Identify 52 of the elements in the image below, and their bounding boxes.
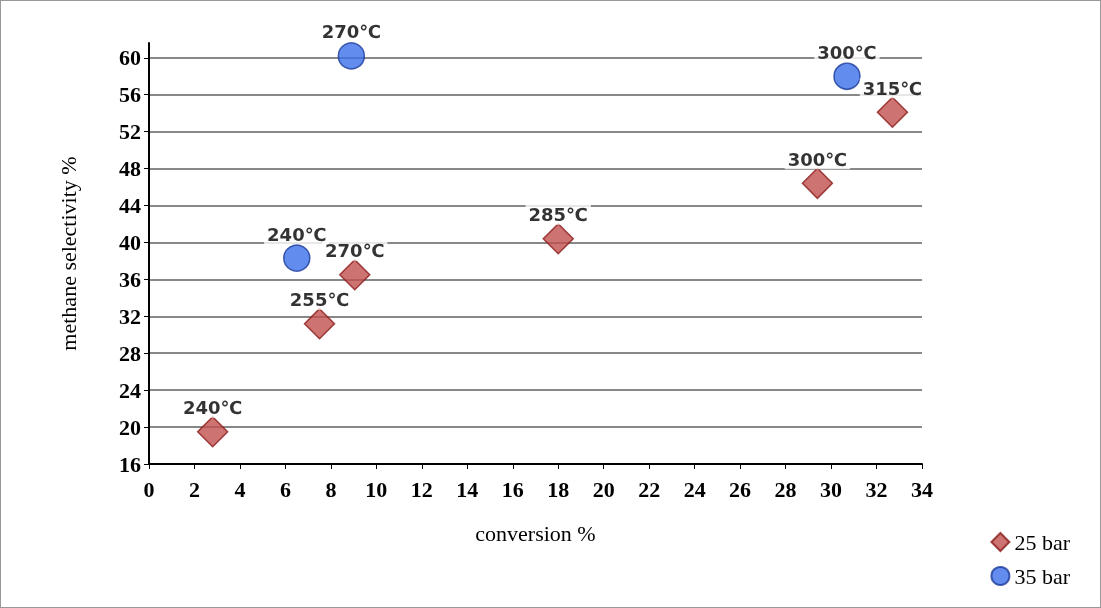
y-tick-label: 44	[119, 192, 141, 218]
y-tick-label: 36	[119, 266, 141, 292]
x-tick-label: 20	[592, 476, 615, 502]
x-tick-label: 34	[911, 476, 933, 502]
x-tick-label: 12	[410, 476, 433, 502]
y-tick-label: 16	[119, 451, 141, 477]
x-tick-label: 24	[683, 476, 706, 502]
y-tick-label: 20	[119, 414, 141, 440]
y-tick-label: 48	[119, 156, 141, 182]
y-tick-label: 56	[119, 82, 141, 108]
annotation: 240℃	[182, 397, 243, 419]
point	[196, 415, 229, 448]
point	[337, 42, 366, 70]
annotation: 240℃	[267, 223, 327, 245]
annotation: 300℃	[817, 41, 877, 63]
x-tick-label: 0	[143, 476, 155, 502]
x-tick-label: 16	[501, 476, 524, 502]
annotation: 270℃	[325, 240, 385, 262]
x-tick-label: 4	[234, 476, 246, 502]
x-tick-label: 26	[729, 476, 752, 502]
y-tick-label: 52	[119, 119, 141, 145]
annotation: 285℃	[528, 204, 588, 226]
y-tick-label: 40	[119, 229, 141, 255]
annotation: 315℃	[862, 77, 923, 99]
y-tick-label: 24	[119, 377, 141, 403]
point	[283, 244, 311, 272]
x-tick-label: 10	[365, 476, 388, 502]
x-tick-label: 6	[279, 476, 291, 502]
annotation: 270℃	[321, 21, 382, 43]
y-tick-label: 32	[119, 303, 141, 329]
y-axis-title: methane selectivity %	[55, 156, 81, 351]
x-tick-label: 2	[188, 476, 200, 502]
legend-label: 35 bar	[1014, 563, 1071, 589]
annotation: 300℃	[787, 148, 848, 170]
x-axis-title: conversion %	[475, 520, 596, 546]
x-tick-label: 14	[456, 476, 479, 502]
legend-label: 25 bar	[1014, 529, 1071, 555]
point	[801, 167, 834, 200]
point	[833, 62, 861, 90]
y-tick-label: 28	[119, 340, 141, 366]
x-tick-label: 18	[547, 476, 570, 502]
annotation: 255℃	[289, 289, 350, 311]
y-tick-label: 60	[119, 45, 141, 71]
x-tick-label: 8	[325, 476, 337, 502]
x-tick-label: 22	[638, 476, 661, 502]
point	[542, 222, 574, 255]
x-tick-label: 28	[774, 476, 797, 502]
point	[303, 307, 336, 340]
x-tick-label: 30	[820, 476, 843, 502]
point	[339, 258, 371, 291]
point	[876, 96, 909, 128]
x-tick-label: 32	[865, 476, 888, 502]
